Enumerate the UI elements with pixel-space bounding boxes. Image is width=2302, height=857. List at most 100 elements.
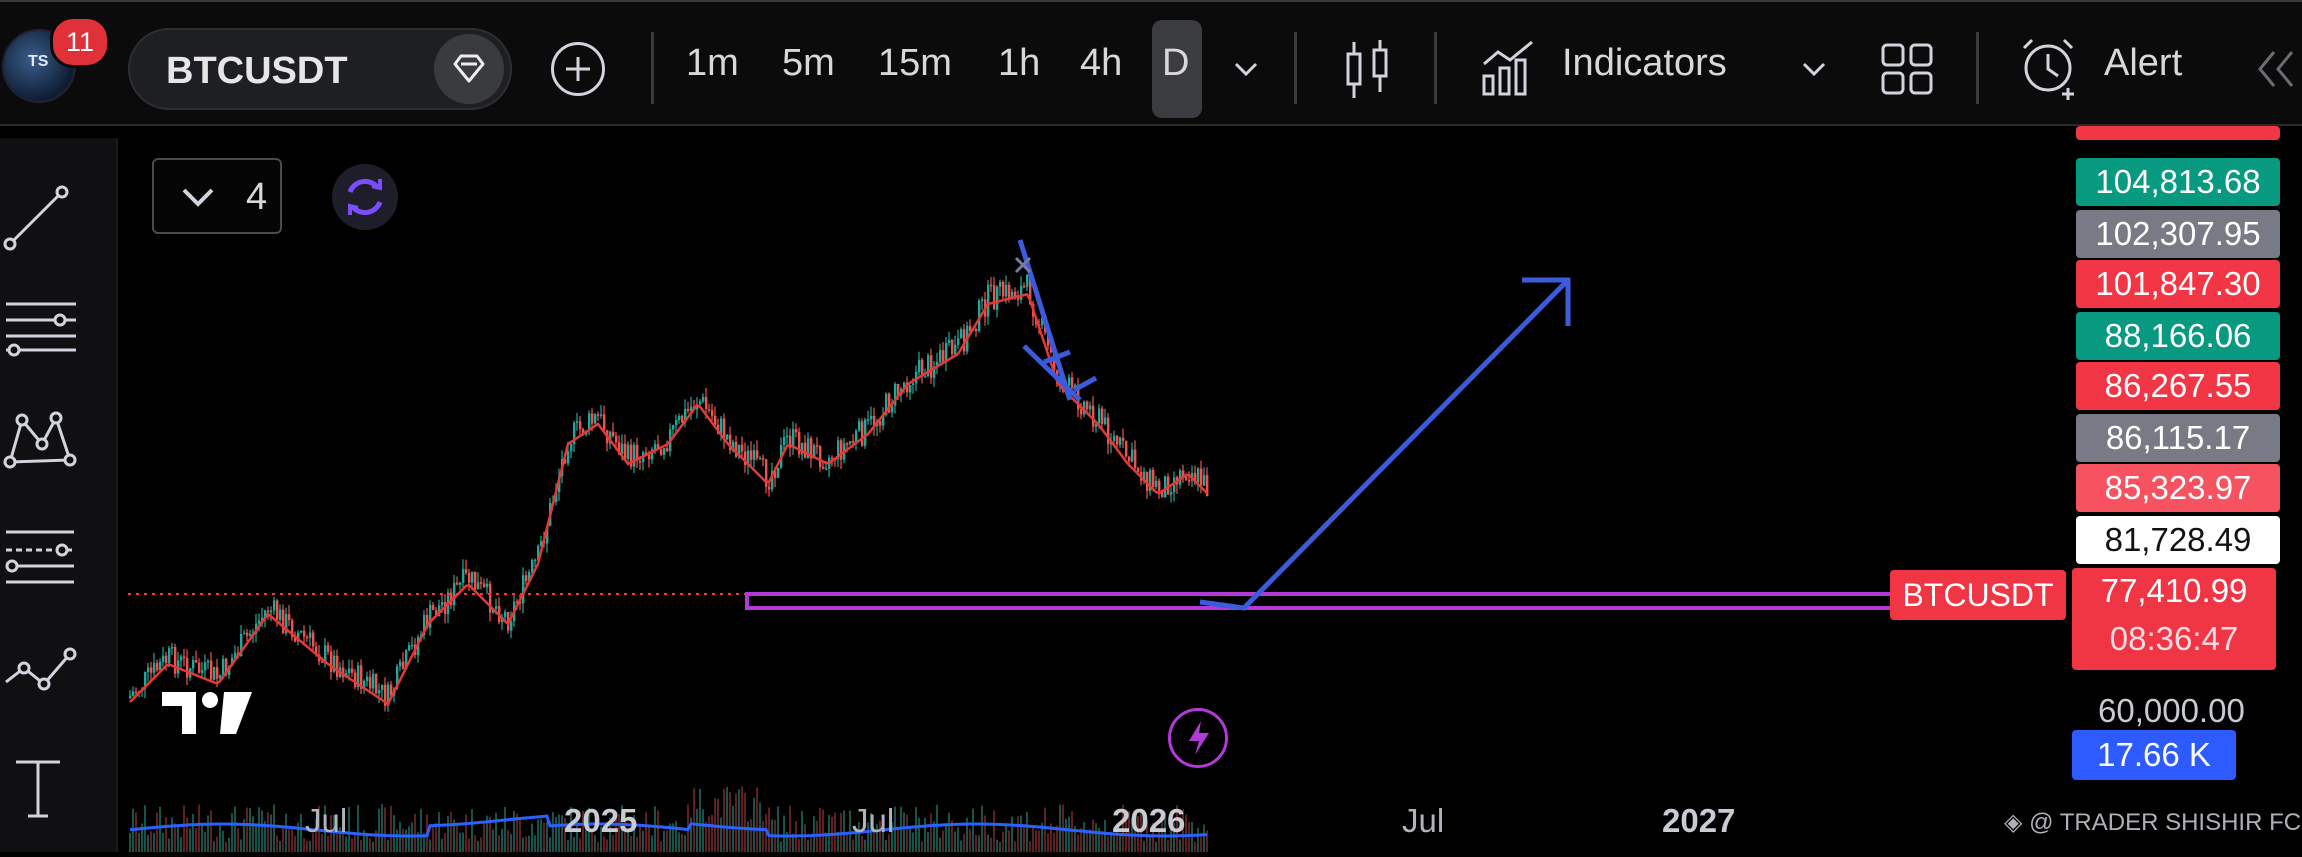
- candle-body: [231, 657, 234, 667]
- candle-body: [1026, 274, 1029, 287]
- plus-icon: [566, 57, 590, 81]
- candle-body: [1155, 480, 1158, 487]
- candle-body: [681, 415, 684, 423]
- candle-body: [762, 457, 765, 460]
- candle-body: [825, 468, 828, 470]
- timeframe-1h[interactable]: 1h: [998, 42, 1041, 84]
- price-tag: 104,813.68: [2076, 158, 2280, 206]
- candle-body: [756, 450, 759, 459]
- candle-body: [1197, 468, 1200, 483]
- chart-pane[interactable]: [128, 138, 2076, 852]
- indicator-legend-toggle[interactable]: 4: [152, 158, 282, 234]
- candle-body: [1083, 401, 1086, 415]
- path-icon[interactable]: [0, 626, 80, 706]
- candle-body: [897, 383, 900, 396]
- candle-body: [312, 632, 315, 647]
- candle-body: [225, 658, 228, 675]
- candle-body: [456, 582, 459, 585]
- trend-line-icon[interactable]: [0, 178, 80, 258]
- timeframe-d[interactable]: D: [1162, 42, 1190, 84]
- candle-body: [1185, 476, 1188, 480]
- candle-body: [1122, 437, 1125, 441]
- candle-body: [525, 575, 528, 582]
- timeframe-15m[interactable]: 15m: [878, 42, 952, 84]
- candle-body: [330, 651, 333, 672]
- candle-body: [633, 444, 636, 467]
- candle-body: [888, 393, 891, 413]
- candle-body: [213, 667, 216, 680]
- indicators-icon[interactable]: [1480, 38, 1538, 98]
- candle-body: [1002, 281, 1005, 297]
- candle-body: [477, 582, 480, 590]
- candle-body: [813, 445, 816, 459]
- candle-body: [1113, 435, 1116, 441]
- candle-body: [1119, 437, 1122, 445]
- candle-body: [1167, 476, 1170, 495]
- candle-body: [1128, 456, 1131, 462]
- compare-add-button[interactable]: [551, 42, 605, 96]
- lightning-icon: [1189, 721, 1209, 755]
- candle-body: [1095, 423, 1098, 427]
- candle-body: [732, 441, 735, 451]
- fib-retracement-icon[interactable]: [0, 516, 80, 596]
- candle-body: [423, 614, 426, 636]
- candle-body: [246, 632, 249, 636]
- collapse-left-icon[interactable]: [2254, 46, 2302, 92]
- candle-body: [735, 441, 738, 457]
- candle-body: [903, 382, 906, 389]
- candle-body: [666, 448, 669, 452]
- diamond-icon: ◈: [2004, 809, 2023, 836]
- top-toolbar: TS 11 BTCUSDT 1m 5m 15m 1h 4h D: [0, 0, 2302, 126]
- candle-body: [378, 690, 381, 694]
- x-axis-label: Jul: [1402, 802, 1445, 839]
- candle-body: [975, 329, 978, 332]
- timeframe-5m[interactable]: 5m: [782, 42, 835, 84]
- timeframe-4h[interactable]: 4h: [1080, 42, 1123, 84]
- text-icon[interactable]: [0, 748, 80, 828]
- candle-body: [540, 541, 543, 546]
- quick-trade-button[interactable]: [1168, 708, 1228, 768]
- alarm-clock-icon[interactable]: [2018, 36, 2082, 102]
- diamond-icon[interactable]: [434, 34, 504, 104]
- candle-body: [777, 467, 780, 478]
- candle-body: [663, 448, 666, 455]
- candle-body: [783, 436, 786, 445]
- refresh-button[interactable]: [332, 164, 398, 230]
- alert-button[interactable]: Alert: [2104, 42, 2183, 84]
- candle-body: [618, 442, 621, 455]
- candle-body: [951, 340, 954, 355]
- candle-body: [1041, 317, 1044, 326]
- price-scale[interactable]: 104,813.68 102,307.95 101,847.30 88,166.…: [2076, 126, 2302, 798]
- candle-body: [144, 671, 147, 689]
- candle-body: [147, 667, 150, 672]
- candle-body: [207, 660, 210, 663]
- candles-icon[interactable]: [1340, 38, 1396, 102]
- chevron-down-icon[interactable]: [1226, 50, 1266, 90]
- candle-body: [195, 660, 198, 663]
- candle-body: [183, 656, 186, 659]
- indicators-button[interactable]: Indicators: [1562, 42, 1727, 84]
- horizontal-lines-icon[interactable]: [0, 286, 80, 366]
- candle-body: [570, 444, 573, 452]
- timeframe-1m[interactable]: 1m: [686, 42, 739, 84]
- notification-badge[interactable]: 11: [50, 16, 110, 68]
- candle-body: [201, 670, 204, 673]
- candle-body: [171, 646, 174, 649]
- candle-body: [759, 457, 762, 460]
- candle-body: [927, 355, 930, 377]
- candle-body: [240, 633, 243, 657]
- pattern-icon[interactable]: [0, 400, 80, 480]
- layout-grid-icon[interactable]: [1880, 42, 1934, 96]
- price-level-label: 60,000.00: [2098, 692, 2245, 729]
- candle-body: [918, 359, 921, 372]
- candle-body: [453, 582, 456, 606]
- candle-body: [528, 572, 531, 582]
- symbol-search-button[interactable]: BTCUSDT: [128, 28, 512, 110]
- candle-body: [726, 434, 729, 440]
- candle-body: [132, 691, 135, 696]
- chevron-down-icon[interactable]: [1794, 50, 1834, 90]
- candle-body: [273, 600, 276, 611]
- candle-body: [324, 645, 327, 662]
- candle-body: [186, 657, 189, 678]
- candle-body: [282, 609, 285, 634]
